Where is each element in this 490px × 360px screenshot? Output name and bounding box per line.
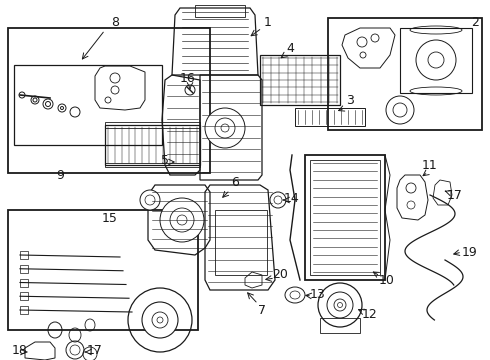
Text: 12: 12 bbox=[362, 309, 378, 321]
Bar bbox=[105, 125, 200, 165]
Text: 15: 15 bbox=[102, 212, 118, 225]
Bar bbox=[400, 28, 472, 93]
Text: 6: 6 bbox=[231, 176, 239, 189]
Text: 1: 1 bbox=[264, 15, 272, 28]
Text: 7: 7 bbox=[258, 303, 266, 316]
Bar bbox=[20, 279, 28, 287]
Bar bbox=[320, 318, 360, 333]
Ellipse shape bbox=[205, 108, 245, 148]
Ellipse shape bbox=[270, 192, 286, 208]
Text: 16: 16 bbox=[180, 72, 196, 85]
Bar bbox=[20, 306, 28, 314]
Text: 4: 4 bbox=[286, 41, 294, 54]
Text: 2: 2 bbox=[471, 15, 479, 28]
Text: 10: 10 bbox=[379, 274, 395, 287]
Text: 19: 19 bbox=[462, 246, 478, 258]
Text: 17: 17 bbox=[447, 189, 463, 202]
Text: 3: 3 bbox=[346, 94, 354, 107]
Bar bbox=[195, 5, 245, 17]
Bar bbox=[260, 55, 340, 105]
Ellipse shape bbox=[215, 118, 235, 138]
Ellipse shape bbox=[160, 198, 204, 242]
Bar bbox=[20, 265, 28, 273]
Text: 20: 20 bbox=[272, 269, 288, 282]
Bar bbox=[8, 210, 198, 330]
Text: 13: 13 bbox=[310, 288, 326, 302]
Bar bbox=[8, 28, 210, 173]
Text: 11: 11 bbox=[422, 158, 438, 171]
Text: 14: 14 bbox=[284, 192, 300, 204]
Bar bbox=[20, 251, 28, 259]
Bar bbox=[105, 163, 200, 167]
Bar bbox=[305, 155, 385, 280]
Text: 17: 17 bbox=[87, 343, 103, 356]
Ellipse shape bbox=[140, 190, 160, 210]
Ellipse shape bbox=[142, 302, 178, 338]
Bar bbox=[310, 160, 380, 275]
Bar bbox=[328, 18, 482, 130]
Bar bbox=[295, 108, 365, 126]
Text: 9: 9 bbox=[56, 168, 64, 181]
Text: 8: 8 bbox=[111, 15, 119, 28]
Text: 5: 5 bbox=[161, 153, 169, 166]
Ellipse shape bbox=[327, 292, 353, 318]
Ellipse shape bbox=[170, 208, 194, 232]
Bar bbox=[20, 292, 28, 300]
Bar bbox=[105, 122, 200, 128]
Bar bbox=[14, 65, 162, 145]
Ellipse shape bbox=[152, 312, 168, 328]
Text: 18: 18 bbox=[12, 343, 28, 356]
Bar bbox=[215, 210, 267, 275]
